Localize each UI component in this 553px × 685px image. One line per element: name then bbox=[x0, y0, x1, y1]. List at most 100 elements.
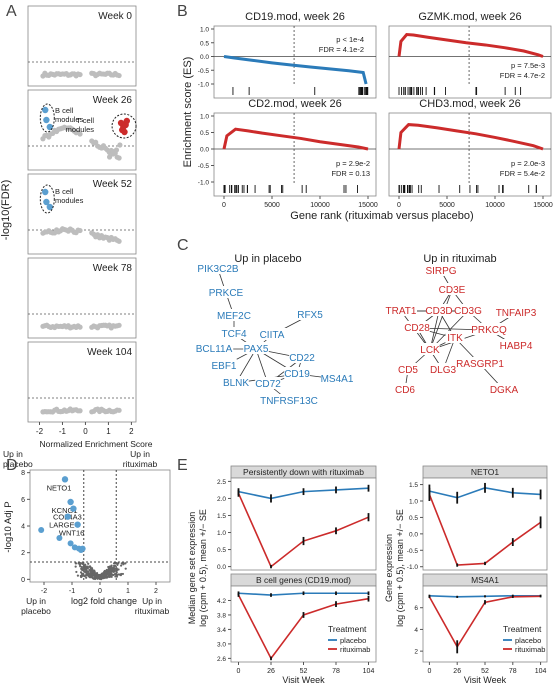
y-tick-label: -0.5 bbox=[407, 548, 419, 555]
facet-frame bbox=[213, 112, 377, 197]
labeled-gene-point bbox=[64, 513, 72, 520]
x-tick-label: 10000 bbox=[485, 202, 505, 209]
x-tick-label: 104 bbox=[363, 668, 375, 675]
panel-b: Enrichment score (ES) CD19.mod, week 26 p … bbox=[182, 11, 553, 222]
y-tick-label: 0.5 bbox=[409, 515, 418, 522]
x-tick-label: 5000 bbox=[439, 202, 455, 209]
gene-point bbox=[121, 572, 125, 576]
gene-point bbox=[92, 569, 95, 572]
panel-b-x-axis-label: Gene rank (rituximab versus placebo) bbox=[290, 210, 473, 222]
gene-point bbox=[92, 571, 95, 574]
gene-point bbox=[76, 574, 80, 577]
module-point bbox=[77, 408, 83, 414]
annotation-t-cell-line1: T cell bbox=[76, 116, 94, 125]
gene-point bbox=[112, 562, 116, 565]
facet-frame bbox=[213, 25, 377, 99]
gene-point bbox=[101, 574, 104, 578]
gene-point bbox=[114, 573, 117, 576]
gene-point bbox=[96, 576, 99, 579]
network-node-cd72: CD72 bbox=[255, 379, 281, 390]
x-tick-label: 0 bbox=[222, 202, 226, 209]
panel-label-b: B bbox=[177, 3, 188, 20]
stat-p-value: p = 2.0e-3 bbox=[511, 159, 545, 168]
y-tick-label: -1.0 bbox=[198, 180, 210, 187]
node-label-background bbox=[491, 383, 517, 395]
panel-label-e: E bbox=[177, 457, 188, 474]
node-label-background bbox=[500, 339, 532, 351]
facet-strip-title: MS4A1 bbox=[471, 575, 499, 585]
significant-gene-point bbox=[67, 540, 74, 547]
gene-point bbox=[96, 574, 99, 577]
x-tick-label: 10000 bbox=[310, 202, 330, 209]
panel-e-right-y-label-line2: log (cpm + 0.5), mean +/− SE bbox=[395, 509, 405, 627]
x-tick-label: -1 bbox=[59, 427, 67, 436]
gene-point bbox=[80, 567, 84, 570]
y-tick-label: 2.0 bbox=[217, 496, 226, 503]
b-cell-module-point bbox=[42, 106, 49, 114]
x-tick-label: 0 bbox=[427, 668, 431, 675]
network-node-habp4: HABP4 bbox=[500, 341, 533, 352]
gene-point bbox=[91, 573, 95, 576]
y-tick-label: 0.5 bbox=[200, 130, 209, 137]
x-tick-label: -2 bbox=[36, 427, 44, 436]
facet-title: CD19.mod, week 26 bbox=[245, 11, 345, 23]
module-point bbox=[116, 407, 122, 413]
gene-point bbox=[115, 573, 119, 577]
gene-point bbox=[108, 575, 111, 578]
y-tick-label: 6 bbox=[21, 497, 25, 504]
x-left-end-label-2: placebo bbox=[3, 459, 33, 469]
node-label-background bbox=[420, 343, 440, 355]
y-tick-label: 4 bbox=[414, 627, 418, 634]
x-tick-label: 52 bbox=[481, 668, 489, 675]
network-node-pax5: PAX5 bbox=[244, 344, 269, 355]
labeled-gene-point bbox=[67, 498, 74, 506]
network-node-cd3g: CD3G bbox=[454, 306, 482, 317]
module-point bbox=[110, 151, 116, 157]
annotation-b-cell-line2: modules bbox=[55, 196, 84, 205]
node-label-background bbox=[297, 308, 323, 320]
node-label-background bbox=[289, 351, 315, 363]
network-node-bcl11a: BCL11A bbox=[196, 344, 233, 355]
network-node-tcf4: TCF4 bbox=[222, 329, 247, 340]
gene-point bbox=[120, 572, 123, 576]
x-tick-label: 1 bbox=[106, 427, 111, 436]
gene-point bbox=[89, 576, 93, 579]
gene-point bbox=[114, 562, 117, 565]
y-tick-label: 0 bbox=[21, 577, 25, 584]
panel-b-y-axis-label: Enrichment score (ES) bbox=[182, 57, 194, 168]
gene-point bbox=[83, 575, 86, 578]
node-label-background bbox=[223, 376, 249, 388]
b-cell-modules-circle bbox=[39, 103, 55, 133]
gene-point bbox=[83, 570, 86, 573]
gene-point bbox=[82, 572, 85, 575]
y-tick-label: 0.0 bbox=[217, 564, 226, 571]
labeled-gene-point bbox=[61, 476, 69, 483]
y-tick-label: 1.5 bbox=[217, 513, 226, 520]
node-label-background bbox=[430, 363, 456, 375]
node-label-background bbox=[321, 372, 353, 384]
x-tick-label: 26 bbox=[267, 668, 275, 675]
facet-title: Week 0 bbox=[98, 11, 132, 22]
gene-point bbox=[100, 576, 103, 579]
y-tick-label: 2.6 bbox=[217, 656, 226, 663]
significant-gene-point bbox=[79, 545, 86, 552]
gene-point bbox=[116, 568, 119, 572]
y-tick-label: 1.5 bbox=[409, 482, 418, 489]
x-right-end-label-2: rituximab bbox=[135, 606, 170, 616]
gene-point bbox=[80, 565, 83, 569]
panel-e: Persistently down with rituximab 0.0 0.5 1.… bbox=[187, 465, 548, 685]
node-label-background bbox=[284, 367, 310, 379]
x-tick-label: 0 bbox=[83, 427, 88, 436]
y-tick-label: 0.0 bbox=[200, 54, 209, 61]
gene-point bbox=[113, 564, 117, 567]
facet-frame bbox=[230, 585, 377, 663]
annotation-b-cell-line1: B cell bbox=[55, 187, 74, 196]
gene-point bbox=[109, 568, 112, 571]
node-label-background bbox=[493, 306, 539, 318]
legend-label-rituximab: rituximab bbox=[340, 645, 370, 654]
network-node-dgka: DGKA bbox=[490, 385, 519, 396]
labeled-gene-point bbox=[70, 505, 77, 512]
facet-title: GZMK.mod, week 26 bbox=[418, 11, 521, 23]
